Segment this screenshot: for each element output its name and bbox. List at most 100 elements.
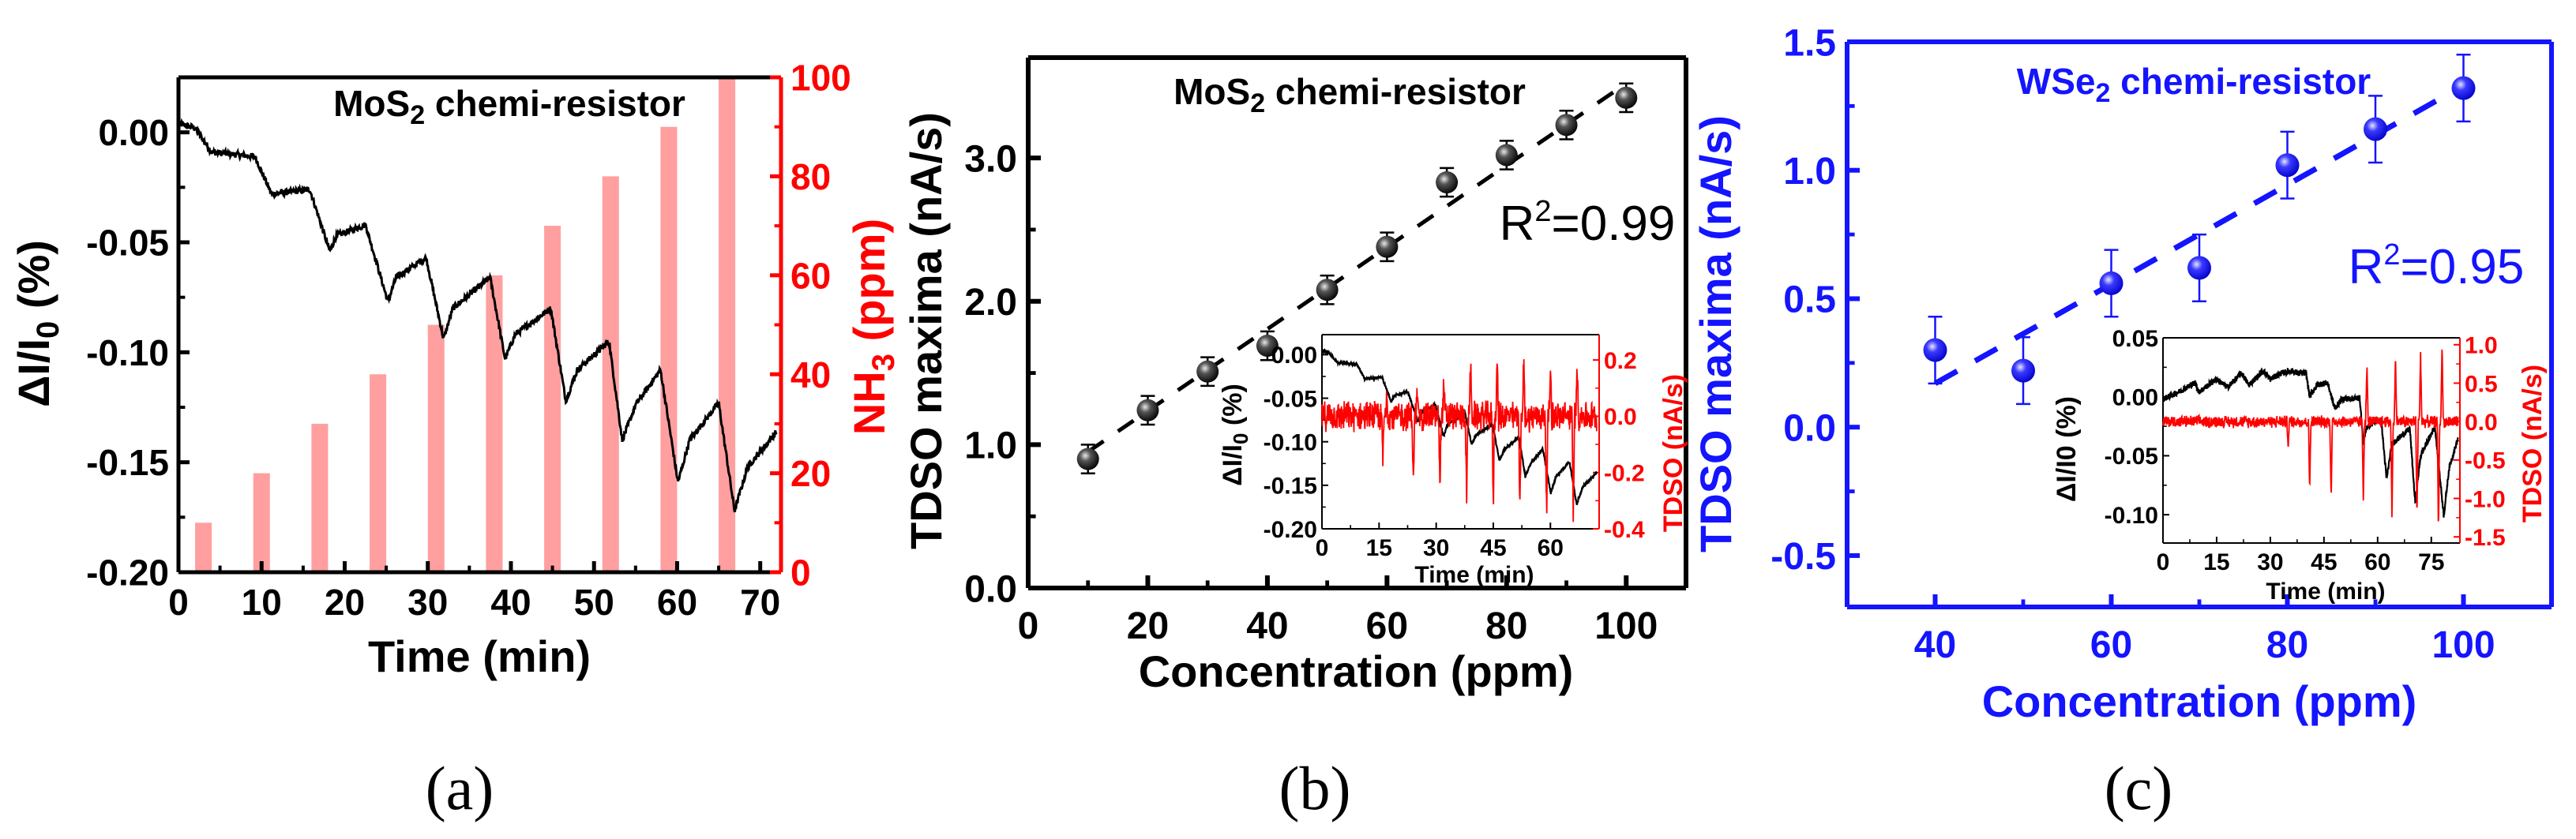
y-tick-label: -0.20 xyxy=(1264,517,1317,543)
panel-c-inset-ylabel: ΔI/I0 (%) xyxy=(2052,396,2082,502)
data-point xyxy=(1555,109,1578,140)
data-point xyxy=(2011,336,2035,406)
nh3-bar xyxy=(311,423,329,572)
data-point xyxy=(2364,95,2387,164)
data-marker xyxy=(2364,117,2387,141)
x-tick-label: 0 xyxy=(1018,605,1039,647)
panel-a-ylabel: ΔI/I0 (%) xyxy=(9,240,66,407)
inset-tdso-curve xyxy=(2162,349,2459,522)
panel-c: 40 60 80 100 -0.5 0.0 0.5 1.0 1.5 WSe2 chemi-res… xyxy=(1691,22,2554,822)
data-point xyxy=(1076,444,1099,474)
x-tick-label: 45 xyxy=(2311,549,2337,575)
data-marker xyxy=(1555,114,1578,137)
data-marker xyxy=(1316,279,1339,302)
x-tick-label: 75 xyxy=(2418,549,2444,575)
data-marker xyxy=(2187,256,2211,280)
x-tick-label: 70 xyxy=(740,582,780,623)
y2-tick-label: 0 xyxy=(790,552,811,594)
panel-a: 0 10 20 30 40 50 60 700.00-0.05-0.10-0.15-0.20 0… xyxy=(9,58,901,822)
y-tick-label: -0.15 xyxy=(1264,474,1317,500)
panel-b-inset: 0 15 30 45 60 0.00 -0.05 -0.10 -0.15 -0.20 0.2 0.0 -… xyxy=(1264,334,1645,561)
y2-tick-label: 100 xyxy=(790,58,851,99)
data-marker xyxy=(2099,271,2124,295)
data-marker xyxy=(1196,360,1219,383)
panel-c-plot: 40 60 80 100 -0.5 0.0 0.5 1.0 1.5 xyxy=(1771,22,2554,666)
caption-b: (b) xyxy=(1279,754,1351,822)
x-tick-label: 0 xyxy=(1316,535,1329,561)
panel-b-plot: 0 20 40 60 80 100 0.0 1.0 2.0 3.0 xyxy=(964,55,1688,647)
x-tick-label: 100 xyxy=(1594,605,1658,647)
y-tick-label: -0.10 xyxy=(2105,503,2158,529)
y-tick-label: -0.10 xyxy=(86,332,169,373)
y-tick-label: -0.10 xyxy=(1264,429,1317,455)
y-tick-label: -0.05 xyxy=(1264,386,1317,412)
data-point xyxy=(1615,82,1638,114)
y-tick-label: -0.05 xyxy=(86,223,169,264)
data-marker xyxy=(2451,76,2476,100)
caption-c: (c) xyxy=(2105,754,2173,822)
data-point xyxy=(1923,315,1947,385)
y-tick-label: -0.15 xyxy=(86,442,169,483)
x-tick-label: 45 xyxy=(1480,535,1506,561)
inset-tdso-curve xyxy=(1321,359,1598,523)
x-tick-label: 30 xyxy=(1423,535,1449,561)
data-point xyxy=(2099,249,2124,318)
data-point xyxy=(1316,274,1339,305)
data-point xyxy=(1376,231,1399,263)
data-marker xyxy=(1495,144,1518,167)
y-tick-label: 0.0 xyxy=(1783,407,1836,449)
y2-tick-label: 0.0 xyxy=(1604,404,1637,430)
panel-b-xlabel: Concentration (ppm) xyxy=(1139,646,1574,696)
x-tick-label: 20 xyxy=(1127,605,1169,647)
y2-tick-label: -1.5 xyxy=(2465,525,2506,551)
x-tick-label: 40 xyxy=(1246,605,1288,647)
nh3-bar xyxy=(370,374,387,572)
data-marker xyxy=(1136,399,1159,421)
x-tick-label: 0 xyxy=(2157,549,2170,575)
data-marker xyxy=(2275,153,2300,178)
data-point xyxy=(1196,356,1219,388)
x-tick-label: 60 xyxy=(1538,535,1564,561)
x-tick-label: 80 xyxy=(1485,605,1527,647)
response-curve xyxy=(177,118,778,513)
data-point xyxy=(2275,130,2300,200)
nh3-bar xyxy=(719,77,736,572)
y2-tick-label: -0.5 xyxy=(2465,448,2506,474)
x-tick-label: 15 xyxy=(1366,535,1392,561)
x-tick-label: 50 xyxy=(574,582,614,623)
y-tick-label: -0.05 xyxy=(2105,444,2158,470)
y-tick-label: 0.5 xyxy=(1783,279,1836,321)
y2-tick-label: -0.2 xyxy=(1604,460,1645,486)
panel-c-title: WSe2 chemi-resistor xyxy=(2017,61,2371,108)
nh3-bar xyxy=(253,473,270,572)
y-tick-label: 0.00 xyxy=(2112,385,2158,411)
x-tick-label: 60 xyxy=(2364,549,2390,575)
x-tick-label: 15 xyxy=(2203,549,2229,575)
x-tick-label: 100 xyxy=(2431,624,2495,666)
data-point xyxy=(2187,233,2211,302)
x-tick-label: 30 xyxy=(2257,549,2283,575)
y2-tick-label: 0.0 xyxy=(2465,410,2498,436)
y2-tick-label: 1.0 xyxy=(2465,333,2498,359)
y-tick-label: 0.00 xyxy=(1271,343,1317,369)
nh3-bar xyxy=(602,176,619,572)
panel-b-inset-xlabel: Time (min) xyxy=(1414,562,1534,588)
y2-tick-label: 20 xyxy=(790,453,831,494)
panel-c-xlabel: Concentration (ppm) xyxy=(1982,676,2417,726)
y2-tick-label: 0.2 xyxy=(1604,348,1637,374)
x-tick-label: 40 xyxy=(1914,624,1956,666)
y-tick-label: 3.0 xyxy=(964,138,1017,180)
x-tick-label: 30 xyxy=(407,582,448,623)
y-tick-label: -0.5 xyxy=(1771,536,1836,578)
panel-c-ylabel: TDSO maxima (nA/s) xyxy=(1691,115,1740,552)
y2-tick-label: 60 xyxy=(790,255,831,296)
panel-a-plot: 0 10 20 30 40 50 60 700.00-0.05-0.10-0.15-0.20 0… xyxy=(86,58,851,623)
x-tick-label: 0 xyxy=(168,582,189,623)
data-point xyxy=(1136,395,1159,426)
inset-background xyxy=(1322,335,1599,529)
data-point xyxy=(1495,140,1518,170)
nh3-bar xyxy=(195,523,212,572)
y-tick-label: 2.0 xyxy=(964,282,1017,324)
x-tick-label: 40 xyxy=(490,582,531,623)
